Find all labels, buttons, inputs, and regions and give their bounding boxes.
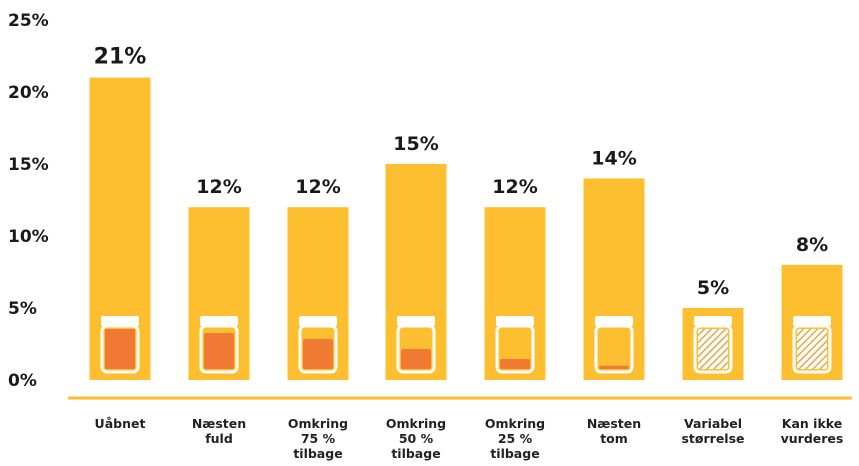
x-tick-label: Omkring 50 % tilbage xyxy=(386,416,446,461)
jar-fill xyxy=(303,339,333,369)
value-label: 5% xyxy=(697,277,729,299)
jar-fill-hatched xyxy=(698,329,728,369)
jar-icon xyxy=(594,316,634,374)
y-tick-label: 0% xyxy=(8,371,37,391)
x-tick-label: Omkring 25 % tilbage xyxy=(485,416,545,461)
jar-fill xyxy=(599,365,629,369)
value-label: 8% xyxy=(796,234,828,256)
y-tick-label: 15% xyxy=(8,155,49,175)
jar-icon xyxy=(495,316,535,374)
jar-icon xyxy=(199,316,239,374)
y-tick-label: 20% xyxy=(8,83,49,103)
jar-icon xyxy=(100,316,140,374)
jar-fill xyxy=(500,359,530,369)
value-label: 15% xyxy=(393,133,438,155)
jar-fill-hatched xyxy=(797,329,827,369)
jar-icon xyxy=(792,316,832,374)
x-tick-label: Næsten tom xyxy=(587,416,641,446)
jar-icon xyxy=(693,316,733,374)
bars: 21% 12% 12% 15% 12% 14% 5% 8% xyxy=(89,45,843,380)
value-label: 12% xyxy=(492,176,537,198)
jar-fill xyxy=(401,349,431,369)
jar-fill xyxy=(105,329,135,369)
bar xyxy=(583,178,645,380)
y-tick-label: 25% xyxy=(8,11,49,31)
jar-icon xyxy=(396,316,436,374)
bar xyxy=(484,207,546,380)
x-tick-label: Næsten fuld xyxy=(192,416,246,446)
x-tick-label: Uåbnet xyxy=(95,416,146,431)
bar xyxy=(385,164,447,380)
value-label: 14% xyxy=(591,147,636,169)
x-tick-label: Variabel størrelse xyxy=(681,416,744,446)
y-tick-label: 10% xyxy=(8,227,49,247)
value-label: 12% xyxy=(196,176,241,198)
jar-icon xyxy=(298,316,338,374)
y-tick-label: 5% xyxy=(8,299,37,319)
jar-fill xyxy=(204,333,234,369)
y-axis: 0% 5% 10% 15% 20% 25% xyxy=(8,11,49,391)
x-tick-label: Omkring 75 % tilbage xyxy=(288,416,348,461)
value-label: 12% xyxy=(295,176,340,198)
x-axis: Uåbnet Næsten fuld Omkring 75 % tilbage Omkrin… xyxy=(95,416,844,461)
x-tick-label: Kan ikke vurderes xyxy=(781,416,844,446)
value-label: 21% xyxy=(94,45,147,70)
